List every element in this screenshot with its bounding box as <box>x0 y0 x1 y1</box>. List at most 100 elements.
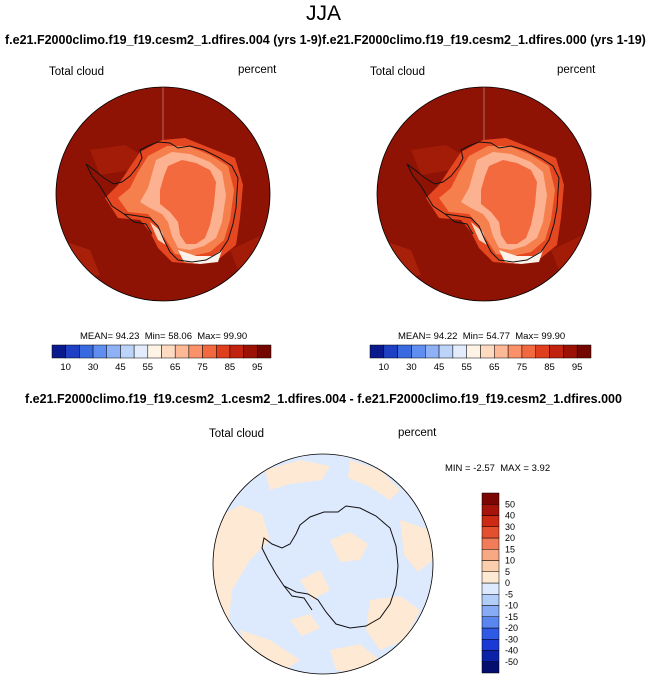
colorbar-swatch <box>481 492 500 505</box>
colorbar-swatch <box>494 344 509 359</box>
colorbar-swatch <box>481 571 500 584</box>
colorbar-swatch <box>576 344 592 359</box>
colorbar-tick-label: 30 <box>505 522 515 532</box>
cloud-contour-core <box>481 160 537 244</box>
colorbar-tick-label: 75 <box>197 362 208 373</box>
colorbar-tick-label: 45 <box>434 362 445 373</box>
positive-anomaly-region <box>330 532 368 562</box>
colorbar-swatch <box>481 537 500 550</box>
colorbar-swatch <box>257 344 272 359</box>
season-title: JJA <box>305 2 341 25</box>
ctrl-mean-value: 94.22 <box>433 331 458 342</box>
cloud-contour-shelf <box>471 222 487 245</box>
test-mean-value: 94.23 <box>115 331 140 342</box>
colorbar-swatch <box>106 344 121 359</box>
colorbar-tick-label: 30 <box>88 362 99 373</box>
colorbar-tick-label: -30 <box>505 634 518 644</box>
colorbar-swatch <box>79 344 94 359</box>
colorbar-swatch <box>229 344 244 359</box>
ice-shelf-coastline <box>123 213 153 235</box>
colorbar-swatch <box>481 582 500 595</box>
positive-anomaly-region <box>213 505 270 640</box>
colorbar-swatch <box>438 344 454 359</box>
ctrl-min-value: 54.77 <box>486 331 510 342</box>
colorbar-tick-label: 95 <box>572 362 583 373</box>
diff-max-label: MAX = <box>500 463 529 474</box>
colorbar-tick-label: -15 <box>505 612 518 622</box>
diff-stats: MIN = -2.57 MAX = 3.92 <box>445 463 550 474</box>
colorbar-swatch <box>397 344 412 359</box>
colorbar-swatch <box>507 344 523 359</box>
colorbar-swatch <box>425 344 440 359</box>
test-variable-label: Total cloud <box>49 66 104 78</box>
colorbar-tick-label: 40 <box>505 511 515 521</box>
colorbar-swatch <box>452 344 467 359</box>
colorbar-tick-label: 10 <box>505 556 515 566</box>
colorbar-swatch <box>383 344 398 359</box>
colorbar-tick-label: 10 <box>379 362 390 373</box>
colorbar-swatch <box>188 344 203 359</box>
colorbar-swatch <box>481 515 500 527</box>
positive-anomaly-region <box>300 570 330 600</box>
colorbar-swatch <box>549 344 564 359</box>
colorbar-swatch <box>481 639 500 651</box>
ice-shelf-coastline <box>444 213 474 235</box>
colorbar-tick-label: -50 <box>505 657 518 667</box>
cloud-minimum-region <box>499 250 543 264</box>
colorbar-swatch <box>521 344 536 359</box>
positive-anomaly-region <box>348 460 400 500</box>
ctrl-variable-label: Total cloud <box>370 66 425 78</box>
ice-shelf-coastline <box>283 585 313 611</box>
control-case-header: f.e21.F2000climo.f19_f19.cesm2_1.dfires.… <box>322 33 646 47</box>
colorbar-tick-label: 50 <box>505 499 515 509</box>
map-shade <box>90 145 160 175</box>
cloud-minimum-region <box>178 250 222 264</box>
diff-min-label: MIN = <box>445 463 471 474</box>
colorbar-tick-label: 55 <box>143 362 154 373</box>
colorbar-swatch <box>202 344 217 359</box>
colorbar-swatch <box>481 650 500 662</box>
colorbar-swatch <box>161 344 176 359</box>
diff-units-label: percent <box>398 427 437 439</box>
diff-min-value: -2.57 <box>473 463 495 474</box>
colorbar-tick-label: -5 <box>505 589 513 599</box>
colorbar-swatch <box>120 344 135 359</box>
antarctica-coastline <box>85 141 239 263</box>
control-colorbar: 10 30 45 55 65 75 85 95 <box>369 344 592 373</box>
colorbar-swatch <box>481 560 500 572</box>
colorbar-tick-label: -10 <box>505 601 518 611</box>
colorbar-swatch <box>243 344 258 359</box>
colorbar-swatch <box>369 344 385 359</box>
colorbar-swatch <box>51 344 66 359</box>
colorbar-tick-label: 55 <box>461 362 472 373</box>
map-boundary <box>55 86 271 302</box>
ctrl-max-label: Max= <box>515 331 539 342</box>
colorbar-tick-label: 85 <box>225 362 236 373</box>
colorbar-swatch <box>481 549 500 561</box>
cloud-contour-shelf <box>150 222 166 245</box>
colorbar-swatch <box>174 344 190 359</box>
colorbar-swatch <box>216 344 231 359</box>
colorbar-swatch <box>65 344 80 359</box>
ctrl-stats: MEAN= 94.22 Min= 54.77 Max= 99.90 <box>398 331 565 342</box>
colorbar-tick-label: 0 <box>505 578 510 588</box>
colorbar-tick-label: 85 <box>544 362 555 373</box>
difference-header: f.e21.F2000climo.f19_f19.cesm2_1.cesm2_1… <box>25 392 622 406</box>
colorbar-swatch <box>535 344 550 359</box>
colorbar-swatch <box>481 661 500 674</box>
colorbar-swatch <box>481 594 500 606</box>
colorbar-swatch <box>92 344 107 359</box>
colorbar-swatch <box>481 616 500 629</box>
colorbar-swatch <box>481 526 500 539</box>
colorbar-tick-label: 65 <box>170 362 181 373</box>
test-map <box>55 86 271 302</box>
colorbar-swatch <box>481 627 500 640</box>
colorbar-tick-label: 65 <box>489 362 500 373</box>
positive-anomaly-region <box>290 614 320 636</box>
test-mean-label: MEAN= <box>80 331 113 342</box>
positive-anomaly-region <box>265 460 330 490</box>
positive-anomaly-region <box>400 520 433 572</box>
colorbar-tick-label: 10 <box>60 362 71 373</box>
